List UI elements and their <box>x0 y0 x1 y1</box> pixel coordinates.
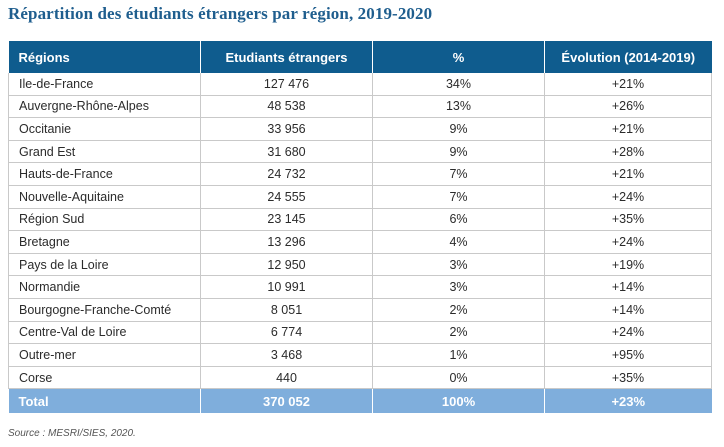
cell-students: 33 956 <box>200 117 373 141</box>
table-row: Centre-Val de Loire 6 774 2% +24% <box>8 321 712 345</box>
cell-region: Grand Est <box>8 140 201 164</box>
total-evolution: +23% <box>544 388 712 414</box>
cell-students: 440 <box>200 366 373 390</box>
cell-percent: 34% <box>372 73 545 96</box>
cell-region: Hauts-de-France <box>8 162 201 186</box>
cell-evolution: +21% <box>544 162 712 186</box>
cell-evolution: +21% <box>544 73 712 96</box>
table-row: Ile-de-France 127 476 34% +21% <box>8 73 712 96</box>
table-row: Hauts-de-France 24 732 7% +21% <box>8 162 712 186</box>
cell-evolution: +24% <box>544 230 712 254</box>
cell-evolution: +24% <box>544 185 712 209</box>
cell-percent: 9% <box>372 117 545 141</box>
table-row: Bourgogne-Franche-Comté 8 051 2% +14% <box>8 298 712 322</box>
cell-students: 13 296 <box>200 230 373 254</box>
cell-students: 3 468 <box>200 343 373 367</box>
cell-percent: 7% <box>372 162 545 186</box>
table-row: Nouvelle-Aquitaine 24 555 7% +24% <box>8 185 712 209</box>
cell-region: Pays de la Loire <box>8 253 201 277</box>
header-percent: % <box>372 41 545 73</box>
cell-percent: 3% <box>372 275 545 299</box>
cell-region: Corse <box>8 366 201 390</box>
table-row: Occitanie 33 956 9% +21% <box>8 117 712 141</box>
table-row: Auvergne-Rhône-Alpes 48 538 13% +26% <box>8 95 712 119</box>
cell-students: 8 051 <box>200 298 373 322</box>
cell-evolution: +19% <box>544 253 712 277</box>
cell-students: 31 680 <box>200 140 373 164</box>
cell-percent: 13% <box>372 95 545 119</box>
cell-students: 48 538 <box>200 95 373 119</box>
cell-percent: 1% <box>372 343 545 367</box>
table-row: Grand Est 31 680 9% +28% <box>8 140 712 164</box>
cell-region: Normandie <box>8 275 201 299</box>
regions-table: Régions Etudiants étrangers % Évolution … <box>8 41 712 414</box>
table-header-row: Régions Etudiants étrangers % Évolution … <box>8 41 712 73</box>
cell-evolution: +95% <box>544 343 712 367</box>
cell-percent: 2% <box>372 298 545 322</box>
source-note: Source : MESRI/SIES, 2020. <box>8 428 136 439</box>
cell-region: Région Sud <box>8 208 201 232</box>
cell-percent: 4% <box>372 230 545 254</box>
cell-percent: 9% <box>372 140 545 164</box>
cell-region: Centre-Val de Loire <box>8 321 201 345</box>
table-total-row: Total 370 052 100% +23% <box>8 388 712 414</box>
table-row: Normandie 10 991 3% +14% <box>8 275 712 299</box>
cell-students: 127 476 <box>200 73 373 96</box>
cell-evolution: +14% <box>544 275 712 299</box>
header-regions: Régions <box>8 41 201 73</box>
cell-region: Bretagne <box>8 230 201 254</box>
cell-region: Occitanie <box>8 117 201 141</box>
cell-evolution: +26% <box>544 95 712 119</box>
cell-region: Bourgogne-Franche-Comté <box>8 298 201 322</box>
table-row: Bretagne 13 296 4% +24% <box>8 230 712 254</box>
total-percent: 100% <box>372 388 545 414</box>
cell-percent: 0% <box>372 366 545 390</box>
cell-students: 12 950 <box>200 253 373 277</box>
cell-evolution: +35% <box>544 366 712 390</box>
cell-evolution: +21% <box>544 117 712 141</box>
cell-evolution: +35% <box>544 208 712 232</box>
cell-percent: 6% <box>372 208 545 232</box>
cell-region: Outre-mer <box>8 343 201 367</box>
table-row: Corse 440 0% +35% <box>8 366 712 390</box>
table-row: Région Sud 23 145 6% +35% <box>8 208 712 232</box>
cell-percent: 2% <box>372 321 545 345</box>
cell-evolution: +14% <box>544 298 712 322</box>
cell-region: Ile-de-France <box>8 73 201 96</box>
total-students: 370 052 <box>200 388 373 414</box>
cell-students: 24 555 <box>200 185 373 209</box>
cell-percent: 3% <box>372 253 545 277</box>
cell-students: 10 991 <box>200 275 373 299</box>
total-label: Total <box>8 388 201 414</box>
header-students: Etudiants étrangers <box>200 41 373 73</box>
page-title: Répartition des étudiants étrangers par … <box>8 4 433 23</box>
cell-region: Auvergne-Rhône-Alpes <box>8 95 201 119</box>
cell-students: 6 774 <box>200 321 373 345</box>
cell-students: 23 145 <box>200 208 373 232</box>
cell-region: Nouvelle-Aquitaine <box>8 185 201 209</box>
header-evolution: Évolution (2014-2019) <box>544 41 712 73</box>
cell-evolution: +28% <box>544 140 712 164</box>
table-row: Pays de la Loire 12 950 3% +19% <box>8 253 712 277</box>
cell-percent: 7% <box>372 185 545 209</box>
table-body: Ile-de-France 127 476 34% +21% Auvergne-Rhôn… <box>8 73 712 390</box>
cell-students: 24 732 <box>200 162 373 186</box>
table-row: Outre-mer 3 468 1% +95% <box>8 343 712 367</box>
cell-evolution: +24% <box>544 321 712 345</box>
